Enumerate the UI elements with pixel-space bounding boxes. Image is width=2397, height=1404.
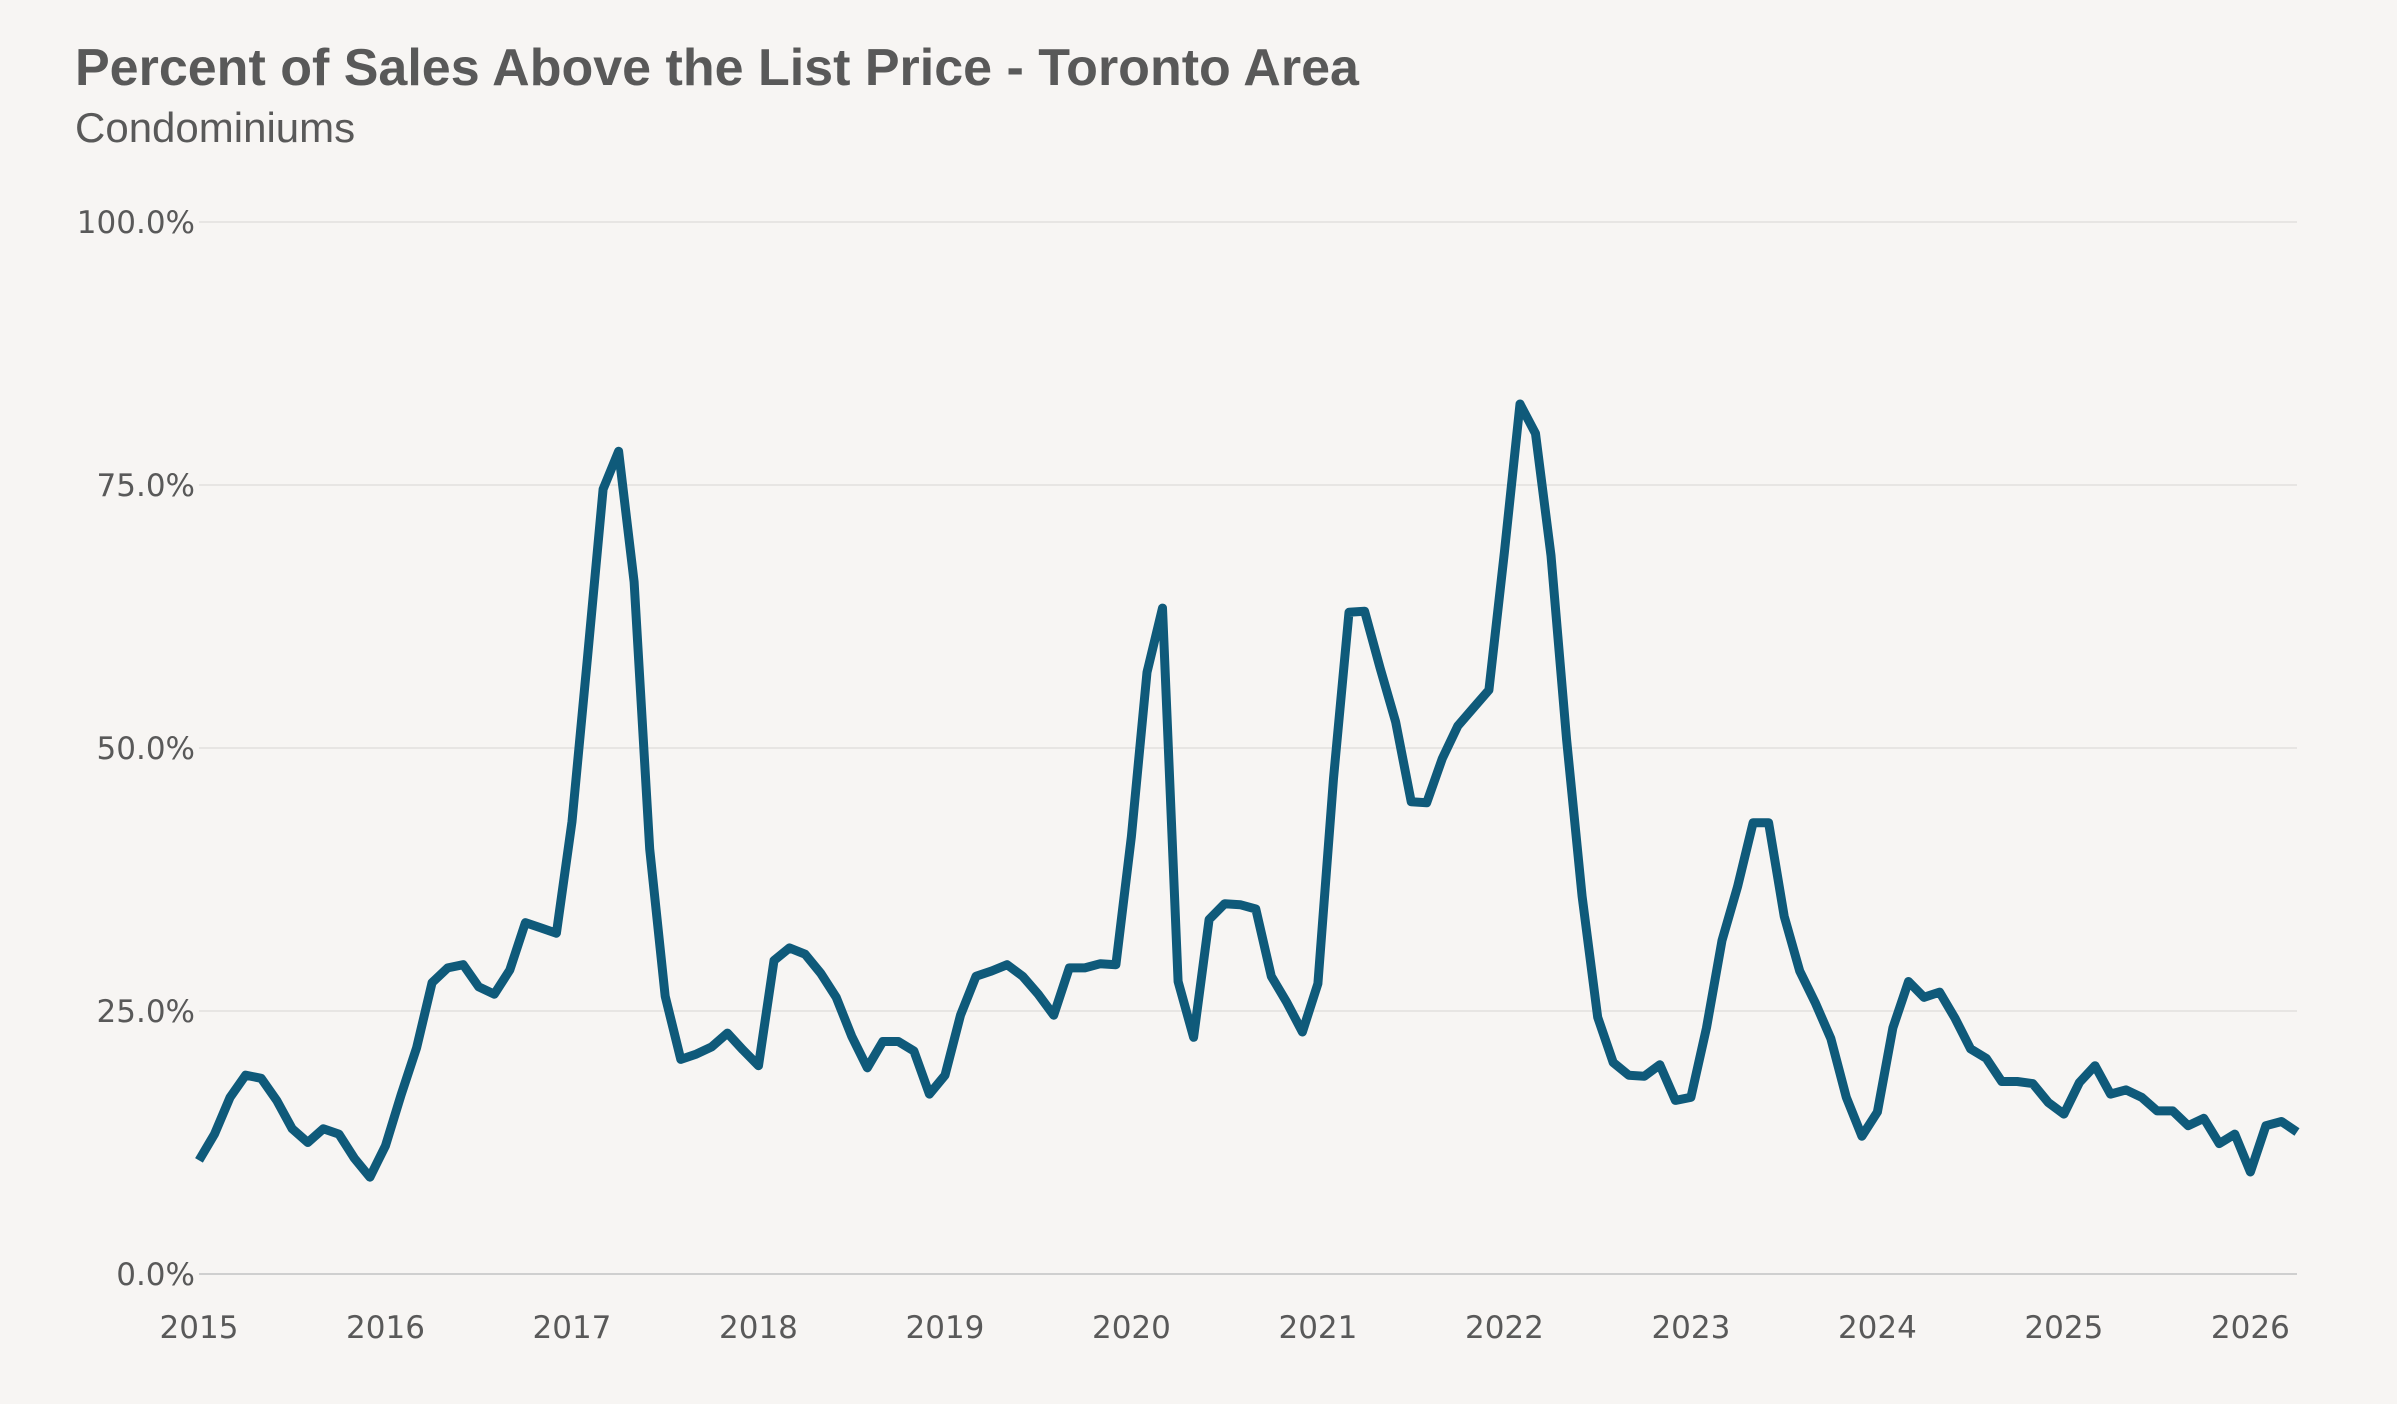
- x-tick-label: 2018: [719, 1310, 798, 1346]
- y-tick-label: 50.0%: [97, 731, 195, 767]
- x-tick-label: 2024: [1838, 1310, 1917, 1346]
- y-tick-label: 25.0%: [97, 994, 195, 1030]
- x-tick-label: 2025: [2024, 1310, 2103, 1346]
- x-tick-label: 2015: [160, 1310, 239, 1346]
- x-tick-label: 2021: [1278, 1310, 1357, 1346]
- y-tick-label: 75.0%: [97, 468, 195, 504]
- x-tick-label: 2019: [906, 1310, 985, 1346]
- grid-lines: [199, 221, 2297, 1275]
- chart-title: Percent of Sales Above the List Price - …: [75, 39, 1359, 97]
- x-tick-label: 2016: [346, 1310, 425, 1346]
- x-tick-label: 2020: [1092, 1310, 1171, 1346]
- y-tick-label: 0.0%: [116, 1257, 195, 1293]
- series-line: [195, 399, 2300, 1182]
- y-tick-label: 100.0%: [77, 205, 195, 241]
- x-tick-label: 2017: [533, 1310, 612, 1346]
- x-tick-label: 2026: [2211, 1310, 2290, 1346]
- y-axis-ticks: 0.0% 25.0% 50.0% 75.0% 100.0%: [77, 205, 195, 1293]
- x-tick-label: 2022: [1465, 1310, 1544, 1346]
- x-axis-ticks: 2015 2016 2017 2018 2019 2020 2021 2022 2023 2024…: [160, 1310, 2290, 1346]
- series-group: [195, 399, 2300, 1182]
- chart-subtitle: Condominiums: [75, 104, 356, 151]
- x-tick-label: 2023: [1651, 1310, 1730, 1346]
